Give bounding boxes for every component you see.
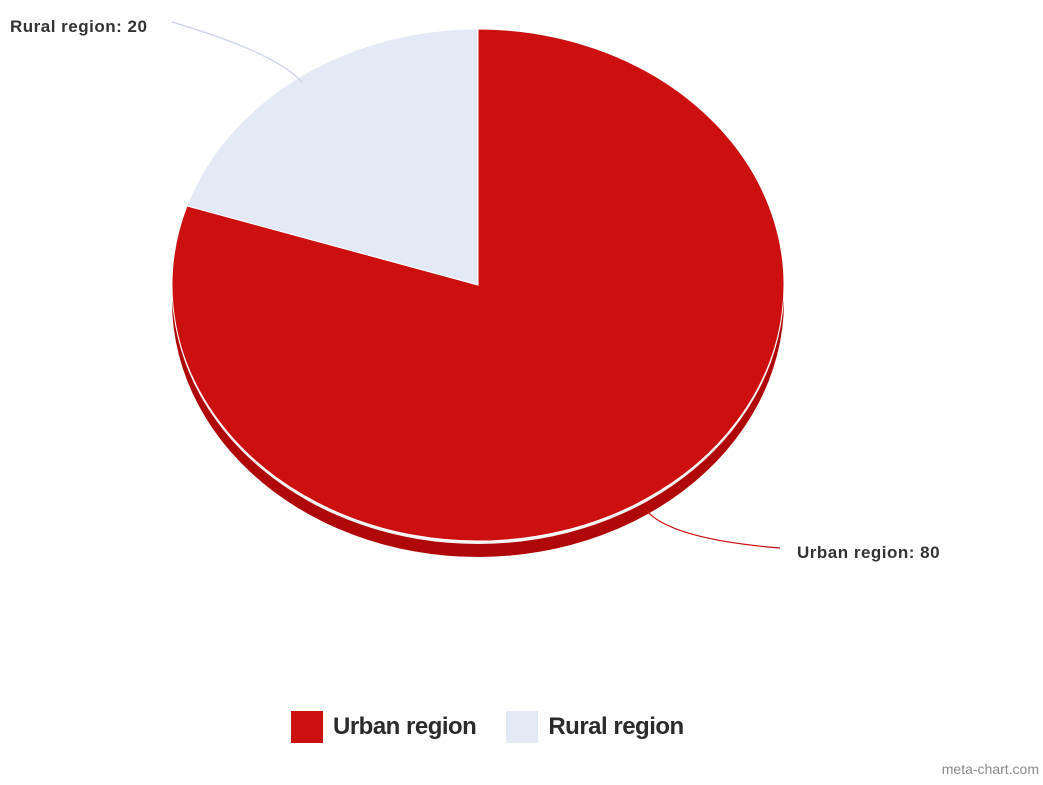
legend-swatch-urban bbox=[291, 711, 323, 743]
data-labels: Rural region: 20 Urban region: 80 bbox=[10, 17, 940, 562]
legend-item-urban[interactable]: Urban region bbox=[291, 711, 477, 743]
connector-line-urban bbox=[644, 508, 781, 549]
data-label-rural: Rural region: 20 bbox=[10, 17, 147, 36]
data-label-urban: Urban region: 80 bbox=[797, 543, 940, 562]
legend: Urban region Rural region bbox=[291, 711, 684, 743]
connector-line-rural bbox=[171, 21, 303, 83]
legend-swatch-rural bbox=[506, 711, 539, 743]
legend-label-urban: Urban region bbox=[333, 713, 477, 740]
pie-group bbox=[171, 28, 785, 557]
credit-text[interactable]: meta-chart.com bbox=[941, 761, 1039, 777]
legend-label-rural: Rural region bbox=[548, 713, 684, 740]
connector-lines bbox=[171, 21, 781, 549]
legend-item-rural[interactable]: Rural region bbox=[506, 711, 684, 743]
